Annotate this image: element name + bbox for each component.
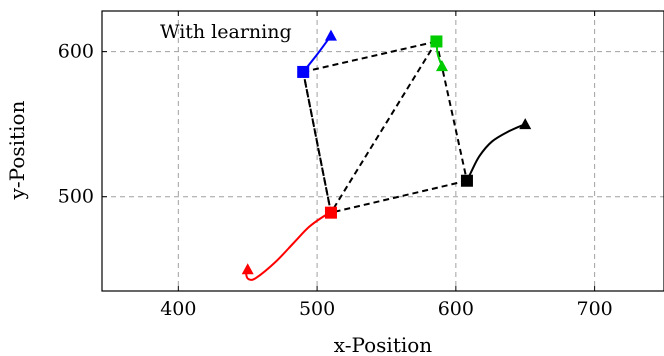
trajectories xyxy=(245,35,526,281)
start-marker-blue xyxy=(324,29,337,41)
start-marker-green xyxy=(435,60,448,72)
start-marker-red xyxy=(241,263,254,275)
x-tick-label: 400 xyxy=(160,298,196,320)
x-tick-label: 600 xyxy=(438,298,474,320)
end-marker-green xyxy=(430,35,443,48)
annotation-with-learning: With learning xyxy=(160,21,292,43)
formation-edge xyxy=(330,40,438,214)
y-tick-label: 600 xyxy=(58,41,94,63)
end-marker-blue xyxy=(297,65,310,78)
y-tick-label: 500 xyxy=(58,186,94,208)
x-tick-label: 700 xyxy=(576,298,612,320)
trajectory-black xyxy=(466,123,526,182)
start-marker-black xyxy=(519,118,532,130)
trajectory-red xyxy=(245,211,332,281)
x-axis-label: x-Position xyxy=(334,333,433,356)
y-axis-label: y-Position xyxy=(5,101,29,201)
x-tick-label: 500 xyxy=(299,298,335,320)
end-marker-black xyxy=(460,174,473,187)
formation-edge xyxy=(302,40,437,73)
axis-ticks: 400 500 600 700 500 600 xyxy=(58,11,613,320)
plot-frame xyxy=(101,10,664,292)
formation-edge xyxy=(302,71,332,213)
end-marker-red xyxy=(324,206,337,219)
formation-edge xyxy=(330,179,468,214)
grid xyxy=(102,11,664,291)
markers xyxy=(241,29,532,275)
